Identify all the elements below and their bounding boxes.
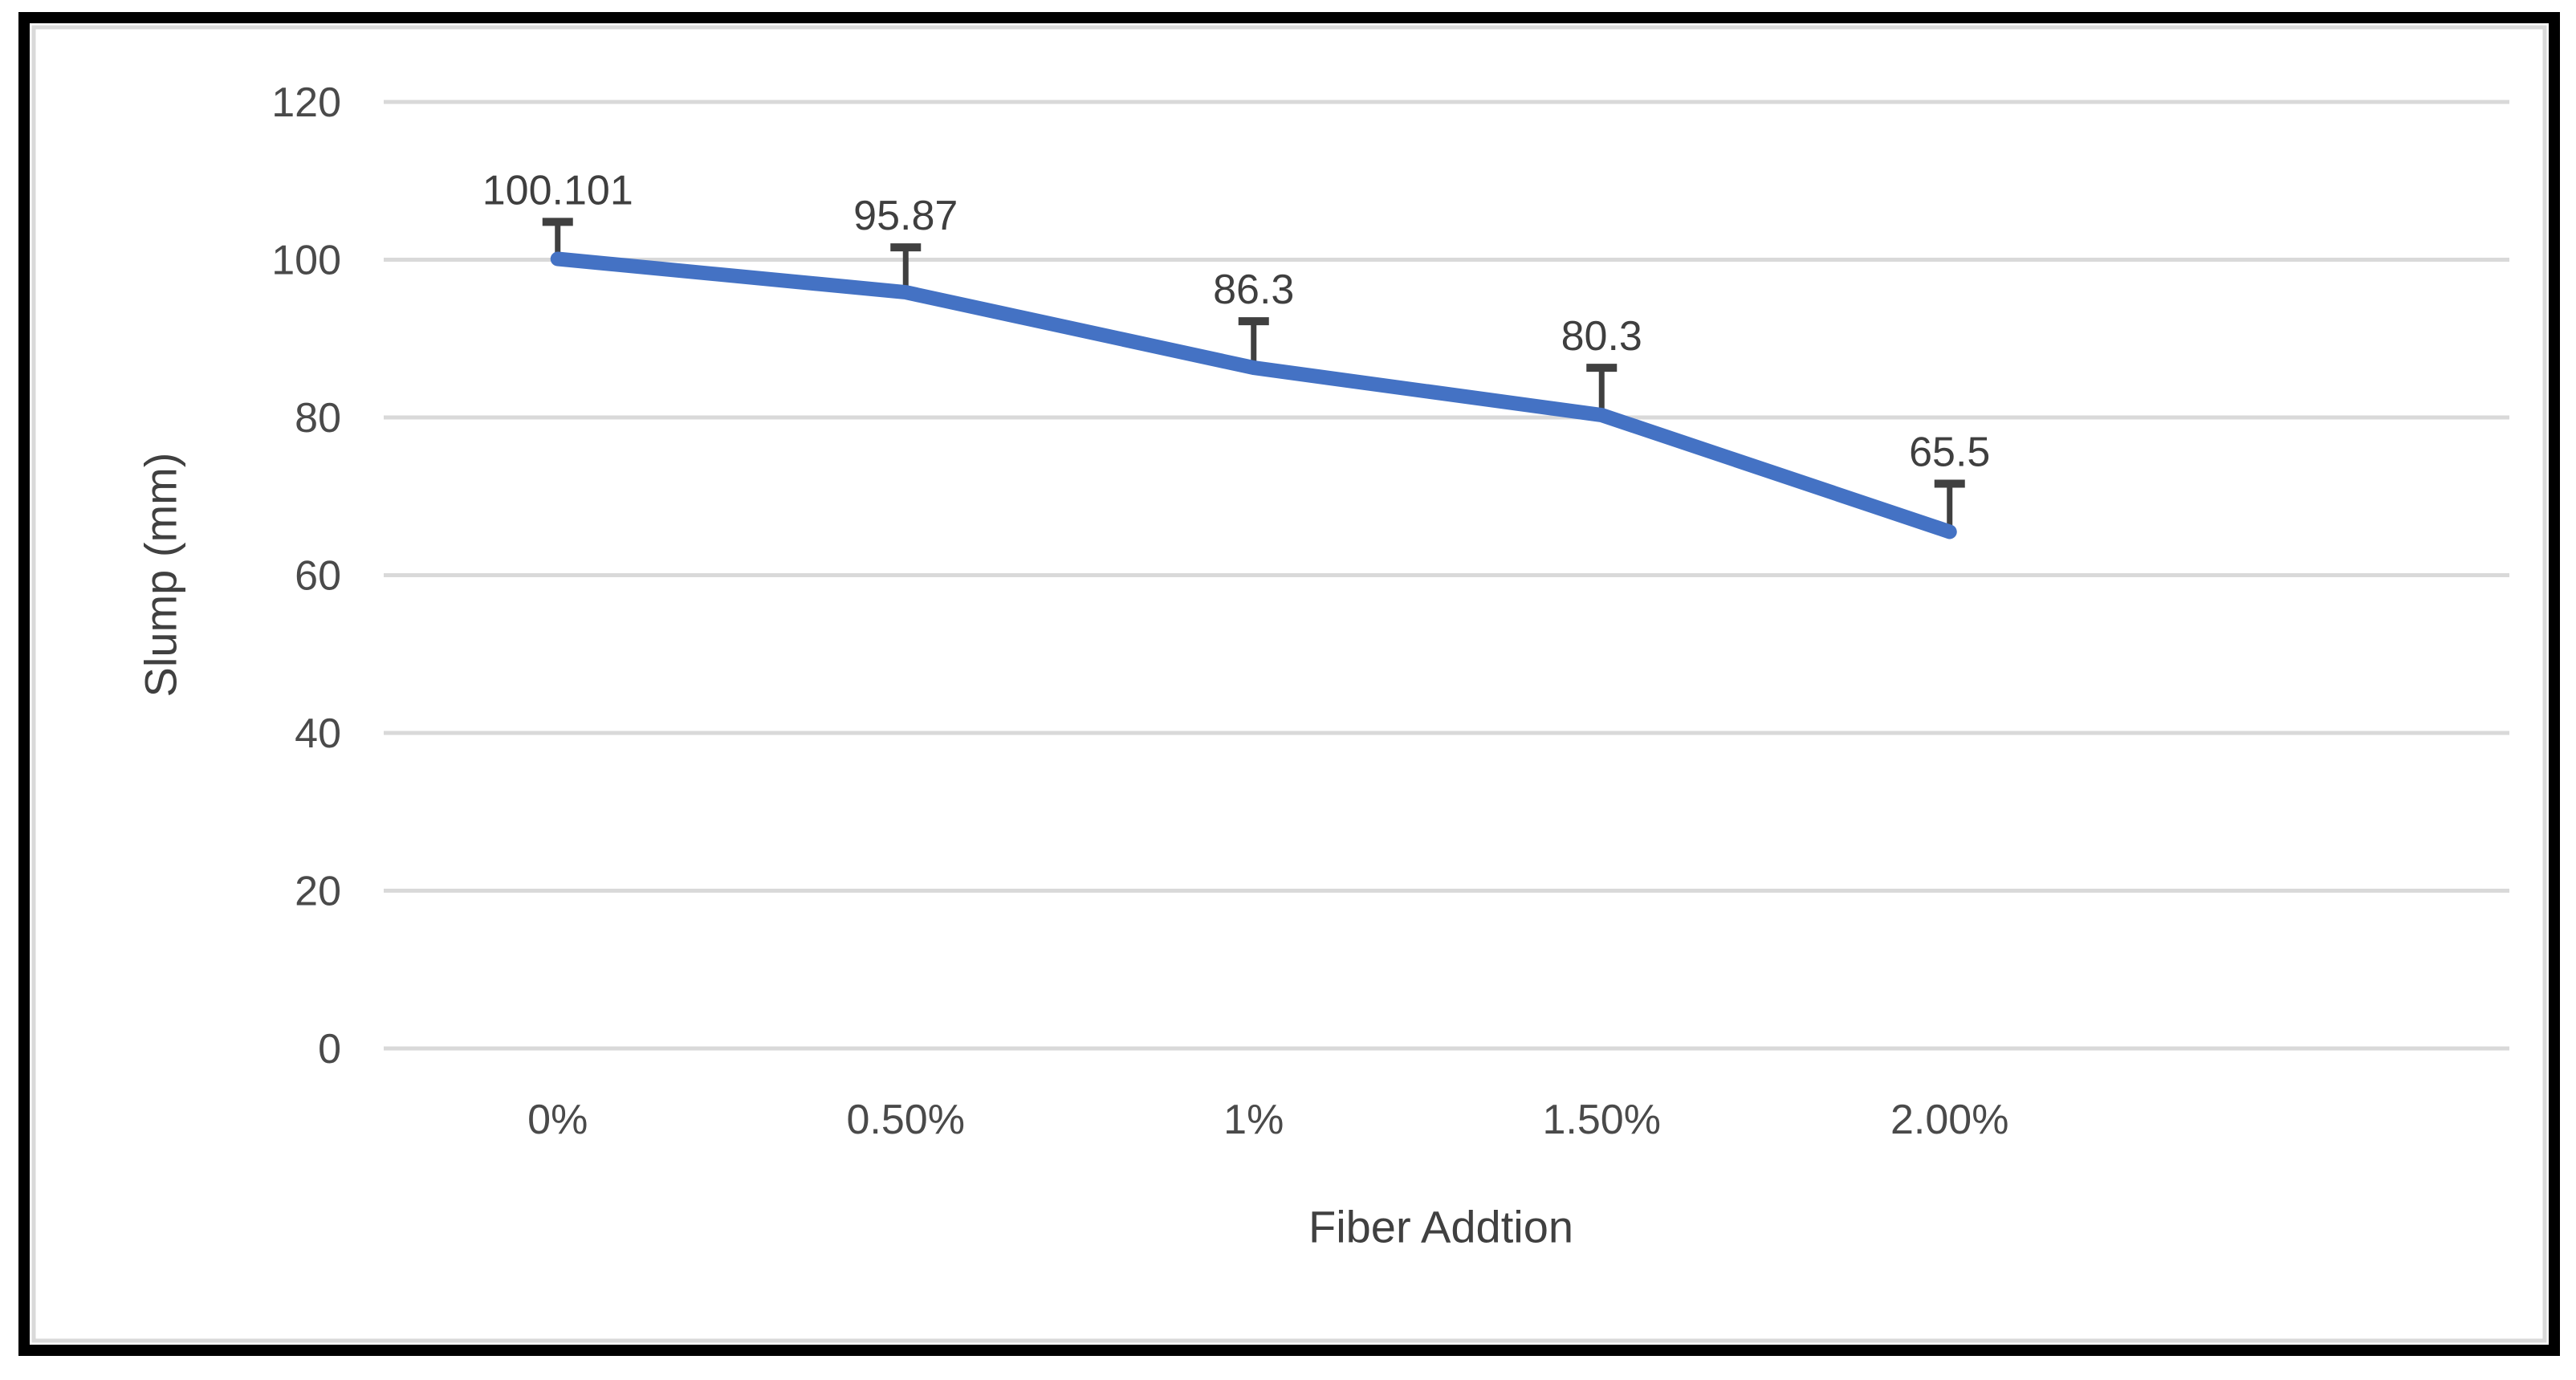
chart-area-border — [31, 25, 2547, 1343]
x-tick-label: 0.50% — [847, 1097, 965, 1143]
x-tick-label: 0% — [527, 1097, 588, 1143]
data-label: 65.5 — [1909, 429, 1990, 476]
figure-border — [18, 12, 2560, 1356]
x-tick-label: 1.50% — [1543, 1097, 1661, 1143]
data-label: 80.3 — [1561, 313, 1642, 360]
y-tick-label: 40 — [295, 710, 341, 757]
data-label: 95.87 — [853, 193, 958, 239]
y-axis-title: Slump (mm) — [136, 453, 186, 698]
data-label: 100.101 — [482, 167, 633, 214]
x-tick-label: 2.00% — [1890, 1097, 2008, 1143]
plot-area: 0 20 40 60 80 100 120 0% 0.50% 1% 1.50% 2.00% 100.10… — [271, 79, 2509, 1143]
series-line-slump — [550, 251, 1957, 539]
y-tick-label: 120 — [271, 79, 341, 126]
data-label: 86.3 — [1213, 267, 1294, 313]
y-tick-label: 80 — [295, 395, 341, 442]
y-tick-label: 0 — [318, 1026, 341, 1073]
x-axis-title: Fiber Addtion — [1308, 1202, 1573, 1252]
x-tick-label: 1% — [1223, 1097, 1284, 1143]
y-tick-label: 20 — [295, 869, 341, 915]
y-tick-label: 100 — [271, 238, 341, 284]
y-tick-label: 60 — [295, 553, 341, 600]
